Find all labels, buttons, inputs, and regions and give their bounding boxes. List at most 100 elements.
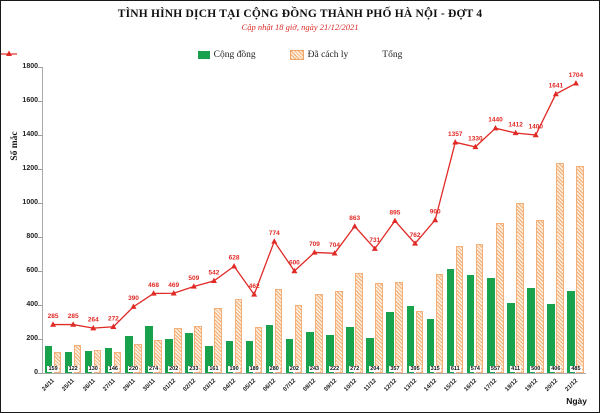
- bar-cong-dong: [567, 290, 575, 373]
- bar-cong-dong: [285, 338, 294, 373]
- y-axis-tick: [38, 338, 42, 340]
- bar-cong-dong: [346, 326, 354, 373]
- total-point-label: 468: [148, 282, 159, 289]
- bar-da-cach-ly: [294, 305, 303, 373]
- bar-value-label: 233: [188, 366, 200, 372]
- quarantine-swatch-icon: [289, 50, 304, 60]
- legend-item-total: Tổng: [1, 50, 402, 60]
- y-axis-tick: [38, 202, 42, 204]
- bar-da-cach-ly: [134, 344, 142, 373]
- total-point-marker: [170, 290, 177, 296]
- bar-da-cach-ly: [415, 310, 424, 373]
- total-point-label: 1400: [528, 124, 543, 131]
- bar-cong-dong: [145, 326, 153, 373]
- total-point-marker: [311, 249, 318, 255]
- total-point-label: 285: [68, 313, 79, 320]
- x-axis-line: [38, 373, 586, 374]
- bar-value-label: 222: [329, 366, 341, 372]
- y-axis-tick-label: 1600: [22, 97, 38, 104]
- total-point-label: 1357: [448, 131, 463, 138]
- total-point-marker: [512, 129, 519, 136]
- x-axis-tick-label: 29/11: [122, 378, 137, 393]
- bar-cong-dong: [386, 312, 394, 373]
- total-point-label: 895: [390, 209, 401, 216]
- total-point-label: 285: [48, 313, 59, 320]
- bar-da-cach-ly: [73, 345, 82, 373]
- x-axis-tick-label: 20/12: [544, 378, 560, 393]
- total-point-label: 1330: [468, 135, 483, 142]
- y-axis-tick: [38, 236, 42, 238]
- x-axis-tick-label: 01/12: [162, 378, 177, 393]
- bar-cong-dong: [527, 288, 535, 373]
- bar-da-cach-ly: [375, 283, 383, 373]
- total-point-marker: [190, 283, 197, 289]
- community-swatch-icon: [197, 51, 210, 59]
- y-axis-tick: [38, 134, 42, 136]
- x-axis-tick-label: 10/12: [343, 378, 358, 393]
- legend: Cộng đồng Đã cách ly Tổng: [1, 50, 599, 60]
- y-axis-tick: [38, 304, 42, 306]
- total-point-label: 462: [249, 283, 260, 290]
- x-axis-tick-label: 19/12: [524, 378, 539, 393]
- total-point-label: 628: [229, 255, 240, 262]
- y-axis-tick-label: 1000: [22, 199, 38, 206]
- bar-da-cach-ly: [516, 202, 524, 373]
- bar-value-label: 357: [389, 366, 401, 372]
- y-axis-tick: [38, 270, 42, 272]
- total-line-chart: 285 285 264 272 390 468 469 509 542 628 462 774 600 7…: [48, 72, 584, 331]
- total-point-marker: [50, 321, 57, 327]
- bar-value-label: 243: [308, 366, 321, 372]
- bar-value-label: 130: [87, 366, 99, 372]
- bar-cong-dong: [366, 338, 374, 373]
- total-point-marker: [150, 290, 157, 296]
- legend-quarantine-label: Đã cách ly: [307, 50, 349, 60]
- total-point-marker: [331, 250, 338, 256]
- bar-cong-dong: [44, 345, 53, 373]
- bar-value-label: 485: [570, 366, 582, 372]
- total-point-marker: [391, 217, 398, 224]
- bar-da-cach-ly: [315, 293, 323, 373]
- x-axis-tick-label: 18/12: [504, 378, 519, 393]
- bar-cong-dong: [426, 319, 435, 373]
- chart-title: TÌNH HÌNH DỊCH TẠI CỘNG ĐỒNG THÀNH PHỐ H…: [117, 8, 483, 20]
- total-point-label: 709: [309, 241, 320, 248]
- bar-cong-dong: [125, 335, 133, 373]
- total-point-label: 1704: [569, 72, 584, 79]
- bar-cong-dong: [64, 352, 73, 373]
- bar-cong-dong: [205, 345, 213, 373]
- total-point-marker: [371, 245, 378, 251]
- x-axis-tick-label: 11/12: [363, 378, 379, 393]
- total-point-label: 863: [349, 215, 360, 222]
- bar-cong-dong: [265, 325, 274, 373]
- x-axis-tick-label: 06/12: [262, 378, 278, 393]
- total-point-label: 900: [430, 209, 441, 216]
- bar-value-label: 202: [288, 366, 300, 372]
- y-axis-tick-label: 1400: [22, 131, 38, 138]
- bar-cong-dong: [185, 333, 193, 373]
- bar-value-label: 315: [429, 366, 441, 372]
- bar-cong-dong: [326, 335, 334, 373]
- bar-da-cach-ly: [274, 289, 283, 373]
- total-point-label: 762: [410, 232, 421, 239]
- bar-value-label: 280: [268, 366, 280, 372]
- total-point-marker: [231, 263, 238, 269]
- bar-value-label: 395: [409, 366, 421, 372]
- x-axis-tick-label: 04/12: [222, 378, 238, 393]
- x-axis-tick-label: 21/12: [564, 378, 580, 393]
- total-point-marker: [452, 139, 459, 145]
- total-point-label: 704: [329, 242, 340, 249]
- total-point-label: 600: [289, 260, 300, 267]
- x-axis-tick-label: 24/11: [41, 378, 57, 393]
- total-point-label: 469: [168, 282, 179, 289]
- y-axis-tick-label: 1800: [22, 63, 38, 70]
- total-point-label: 264: [88, 317, 99, 324]
- legend-community-label: Cộng đồng: [213, 50, 256, 60]
- x-axis-tick-label: 26/11: [81, 378, 97, 393]
- bar-cong-dong: [547, 303, 555, 373]
- legend-item-quarantine: Đã cách ly: [289, 50, 349, 60]
- bar-value-label: 204: [369, 366, 381, 372]
- total-point-marker: [432, 216, 439, 223]
- x-axis-tick-label: 30/11: [142, 378, 157, 393]
- total-point-marker: [271, 238, 278, 244]
